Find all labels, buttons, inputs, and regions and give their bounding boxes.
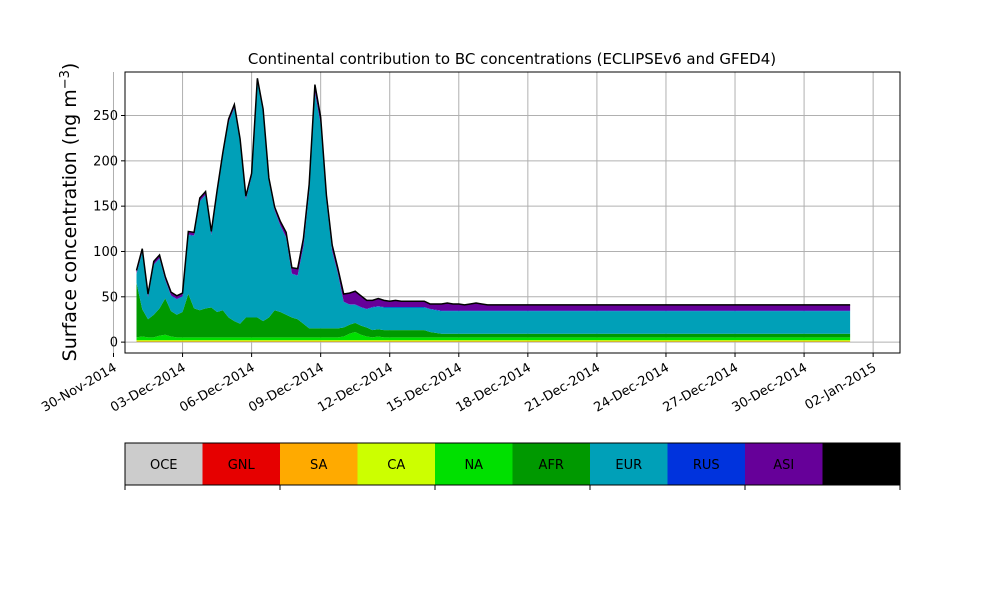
x-tick-label: 09-Dec-2014 xyxy=(246,360,326,415)
y-tick-label: 250 xyxy=(93,109,118,124)
y-axis-label-close: ) xyxy=(59,63,81,70)
area-series-ca xyxy=(137,340,851,341)
x-tick-label: 24-Dec-2014 xyxy=(592,360,672,415)
y-tick-layer: 0 50 100 150 200 250 xyxy=(93,109,125,351)
y-tick-label: 200 xyxy=(93,154,118,169)
legend-label: OCE xyxy=(150,458,178,473)
x-tick-label: 30-Nov-2014 xyxy=(39,360,119,415)
x-tick-label: 15-Dec-2014 xyxy=(384,360,464,415)
y-axis-label: Surface concentration (ng m−3) xyxy=(58,63,81,362)
legend-label: CA xyxy=(387,458,405,473)
x-tick-label: 12-Dec-2014 xyxy=(315,360,395,415)
area-series-eur xyxy=(137,82,851,334)
y-tick-label: 100 xyxy=(93,245,118,260)
y-tick-label: 50 xyxy=(101,290,118,305)
y-axis-label-main: Surface concentration (ng m xyxy=(59,89,81,361)
chart-title: Continental contribution to BC concentra… xyxy=(248,50,776,68)
legend-label: AFR xyxy=(539,458,564,473)
y-tick-label: 150 xyxy=(93,200,118,215)
x-tick-label: 02-Jan-2015 xyxy=(803,360,880,413)
legend-label: SA xyxy=(310,458,327,473)
x-tick-label: 06-Dec-2014 xyxy=(177,360,257,415)
legend-label: RUS xyxy=(693,458,720,473)
x-tick-label: 18-Dec-2014 xyxy=(453,360,533,415)
y-tick-label: 0 xyxy=(110,336,118,351)
legend-label: ASI xyxy=(773,458,794,473)
legend-label: EUR xyxy=(615,458,642,473)
y-axis-label-exponent: −3 xyxy=(58,70,73,89)
x-tick-label: 21-Dec-2014 xyxy=(523,360,603,415)
legend-label: GNL xyxy=(228,458,256,473)
x-tick-layer: 30-Nov-201403-Dec-201406-Dec-201409-Dec-… xyxy=(39,353,879,416)
x-tick-label: 30-Dec-2014 xyxy=(730,360,810,415)
x-tick-label: 03-Dec-2014 xyxy=(108,360,188,415)
area-layer xyxy=(137,78,851,342)
x-tick-label: 27-Dec-2014 xyxy=(661,360,741,415)
legend-label: AUS xyxy=(848,458,875,473)
legend-label: NA xyxy=(464,458,483,473)
legend-colorbar: OCE GNL SA CA NA AFR EUR RUS ASI AUS xyxy=(125,443,900,490)
